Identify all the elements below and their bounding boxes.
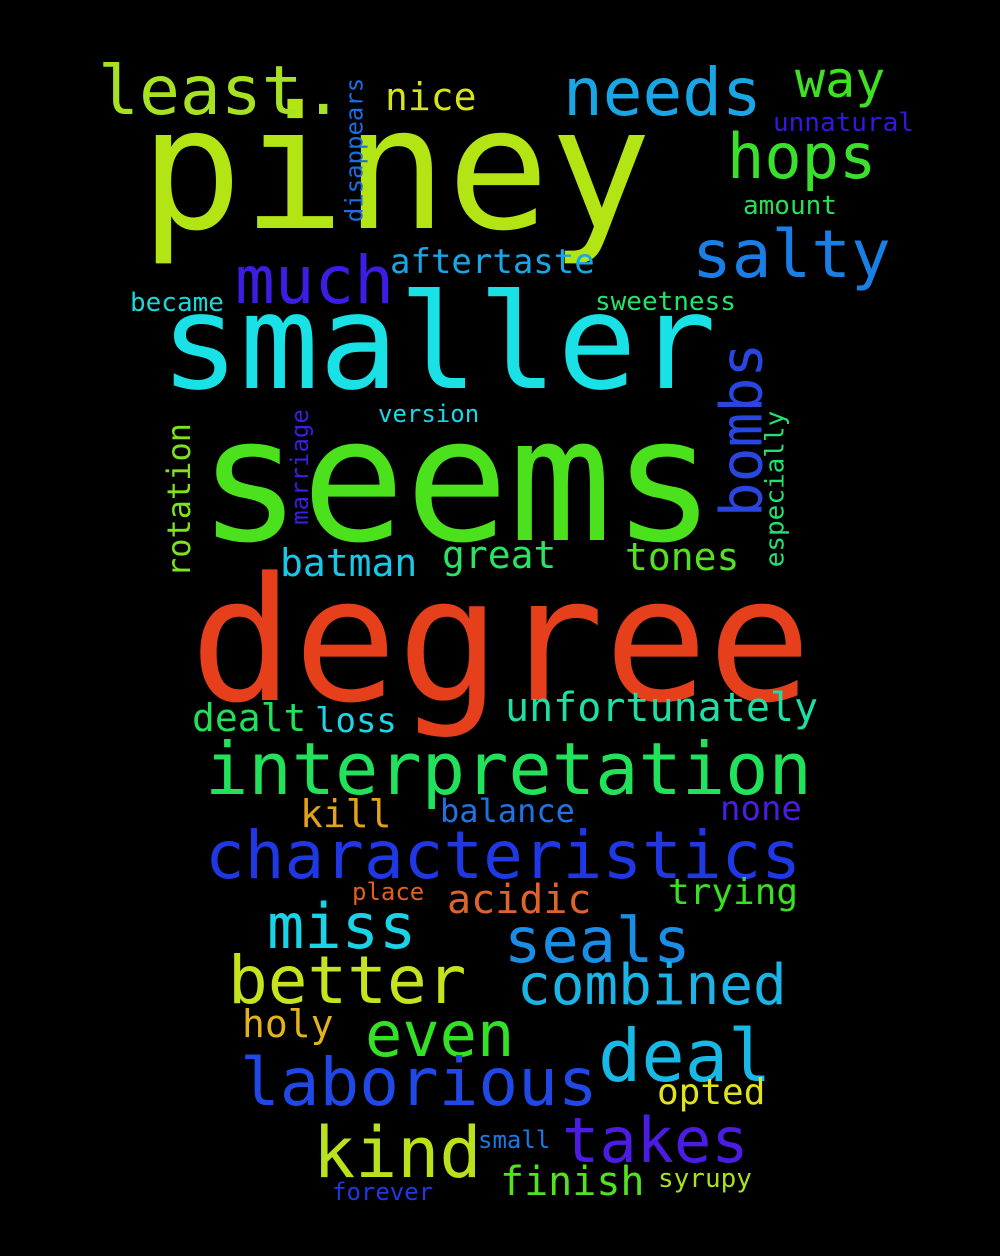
word-combined: combined — [517, 953, 787, 1018]
word-amount: amount — [743, 191, 837, 221]
word-great: great — [442, 533, 557, 577]
word-nice: nice — [385, 75, 477, 119]
word-hops: hops — [727, 120, 877, 193]
word-loss: loss — [315, 701, 397, 741]
word-dealt: dealt — [192, 696, 307, 740]
word-sweetness: sweetness — [595, 287, 736, 317]
word-laborious: laborious — [240, 1044, 598, 1121]
word-better: better — [228, 942, 467, 1019]
word-least: least. — [98, 52, 344, 131]
word-acidic: acidic — [447, 877, 592, 923]
word-kill: kill — [300, 792, 392, 836]
word-batman: batman — [280, 541, 418, 585]
word-aftertaste: aftertaste — [390, 242, 595, 282]
word-holy: holy — [242, 1002, 334, 1046]
word-even: even — [365, 998, 515, 1071]
word-seals: seals — [504, 904, 691, 977]
word-way: way — [795, 51, 886, 109]
word-forever: forever — [332, 1178, 434, 1206]
word-salty: salty — [692, 216, 891, 293]
word-balance: balance — [440, 792, 575, 830]
word-tones: tones — [625, 535, 740, 579]
word-miss: miss — [267, 890, 417, 963]
word-interpretation: interpretation — [205, 727, 812, 811]
word-marriage: marriage — [285, 409, 314, 525]
word-unfortunately: unfortunately — [505, 685, 819, 731]
word-degree: degree — [190, 540, 812, 741]
word-much: much — [235, 242, 394, 319]
word-smaller: smaller — [160, 266, 717, 420]
word-none: none — [720, 789, 802, 829]
word-syrupy: syrupy — [658, 1164, 752, 1194]
word-rotation: rotation — [160, 422, 199, 578]
word-became: became — [130, 288, 224, 318]
word-piney: piney — [140, 71, 652, 269]
word-seems: seems — [198, 380, 716, 581]
word-characteristics: characteristics — [205, 817, 802, 894]
word-finish: finish — [500, 1159, 645, 1205]
word-bombs: version — [378, 400, 480, 428]
word-kind: kind — [313, 1112, 482, 1194]
word-trying: trying — [668, 872, 799, 913]
word-small: small — [478, 1126, 551, 1154]
word-unnatural: unnatural — [773, 108, 914, 138]
word-needs: needs — [563, 54, 762, 131]
word-deal: deal — [598, 1014, 772, 1098]
word-opted: opted — [657, 1072, 766, 1113]
word-takes: takes — [562, 1104, 749, 1177]
word-disappears: disappears — [340, 77, 369, 223]
word-especially: especially — [760, 410, 791, 568]
word-place: place — [352, 878, 425, 906]
